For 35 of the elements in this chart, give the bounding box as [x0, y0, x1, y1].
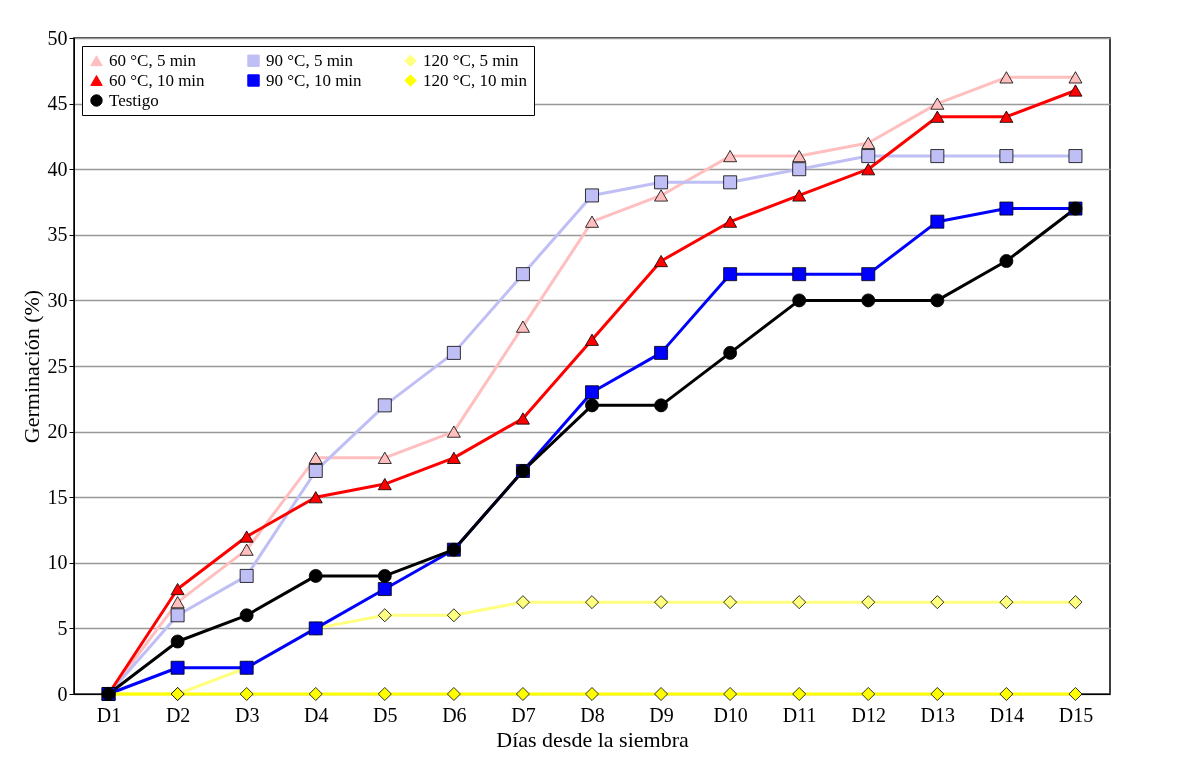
x-tick-label: D14	[989, 703, 1025, 726]
x-tick-label: D9	[649, 703, 674, 726]
y-tick-label: 25	[47, 354, 68, 377]
x-tick-label: D5	[373, 703, 398, 726]
y-tick-label: 45	[47, 92, 68, 115]
x-tick-label: D12	[851, 703, 886, 726]
x-tick-label: D6	[442, 703, 467, 726]
x-tick-label: D4	[304, 703, 329, 726]
x-axis-title: Días desde la siembra	[496, 726, 689, 752]
y-tick-label: 5	[57, 616, 68, 639]
legend-label: 60 °C, 5 min	[109, 50, 197, 70]
y-tick-label: 40	[47, 157, 68, 180]
y-tick-label: 50	[47, 26, 68, 49]
y-tick-label: 30	[47, 288, 68, 311]
y-tick-label: 35	[47, 223, 68, 246]
x-tick-label: D3	[234, 703, 260, 726]
x-tick-label: D11	[782, 703, 817, 726]
y-tick-label: 0	[57, 682, 68, 705]
x-tick-label: D8	[580, 703, 605, 726]
x-tick-label: D15	[1058, 703, 1094, 726]
x-tick-label: D10	[713, 703, 748, 726]
y-tick-label: 15	[47, 485, 68, 508]
legend-label: 90 °C, 10 min	[266, 70, 363, 90]
x-tick-label: D7	[511, 703, 536, 726]
legend-label: 120 °C, 10 min	[423, 70, 528, 90]
legend-label: 120 °C, 5 min	[423, 50, 520, 70]
legend-label: 60 °C, 10 min	[109, 70, 206, 90]
legend-label: Testigo	[109, 90, 159, 110]
y-tick-label: 20	[47, 420, 68, 443]
y-tick-label: 10	[47, 551, 68, 574]
x-tick-label: D1	[96, 703, 122, 726]
legend-label: 90 °C, 5 min	[266, 50, 354, 70]
y-axis-title: Germinación (%)	[18, 289, 44, 444]
x-tick-label: D13	[920, 703, 956, 726]
x-tick-label: D2	[165, 703, 191, 726]
